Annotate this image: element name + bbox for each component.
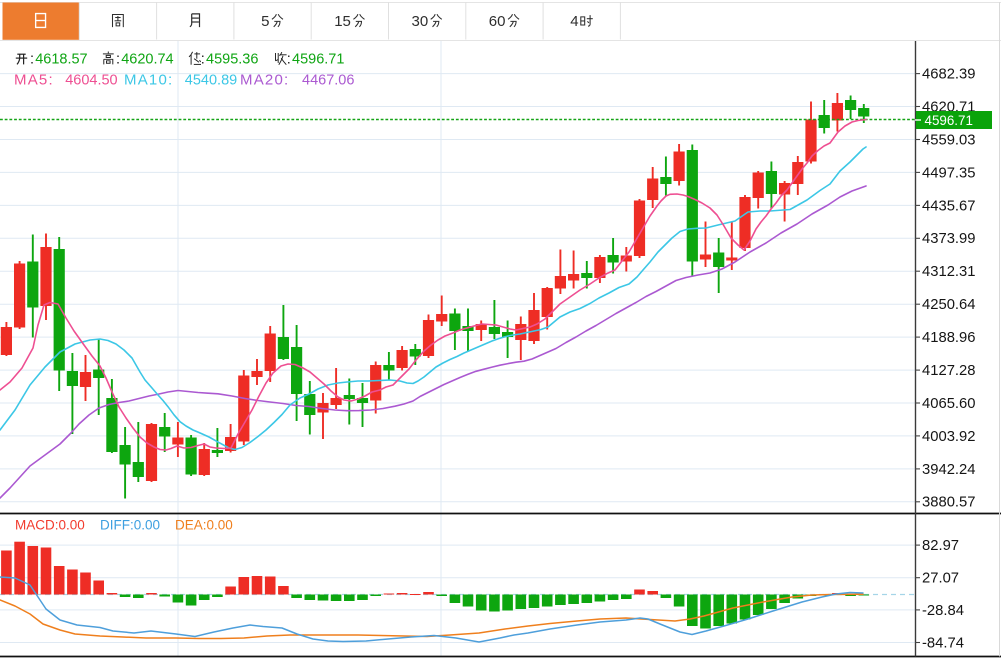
svg-text:4003.92: 4003.92 — [922, 429, 976, 445]
svg-text:4620.74: 4620.74 — [121, 52, 173, 68]
svg-text:DEA:0.00: DEA:0.00 — [175, 518, 233, 533]
svg-text:60: 60 — [489, 13, 506, 30]
svg-text::: : — [287, 52, 291, 68]
svg-text:4373.99: 4373.99 — [922, 231, 976, 247]
svg-text::: : — [116, 52, 120, 68]
svg-text:-84.74: -84.74 — [922, 635, 964, 651]
svg-text:4127.28: 4127.28 — [922, 363, 976, 379]
svg-text:MA20:: MA20: — [240, 71, 289, 88]
svg-text:MA10:: MA10: — [124, 71, 173, 88]
svg-text:4188.96: 4188.96 — [922, 330, 976, 346]
svg-text:4467.06: 4467.06 — [302, 72, 354, 88]
svg-text:4540.89: 4540.89 — [185, 72, 237, 88]
svg-text:-28.84: -28.84 — [922, 603, 964, 619]
svg-text:4065.60: 4065.60 — [922, 396, 976, 412]
svg-text:4682.39: 4682.39 — [922, 67, 976, 83]
svg-text:MACD:0.00: MACD:0.00 — [15, 518, 85, 533]
svg-text:4595.36: 4595.36 — [206, 52, 258, 68]
svg-text:82.97: 82.97 — [922, 538, 959, 554]
svg-text:4559.03: 4559.03 — [922, 132, 976, 148]
svg-text:30: 30 — [412, 13, 429, 30]
svg-text:4596.71: 4596.71 — [925, 113, 973, 128]
svg-text:4497.35: 4497.35 — [922, 165, 976, 181]
svg-text:4435.67: 4435.67 — [922, 198, 976, 214]
svg-text::: : — [201, 52, 205, 68]
svg-text:4596.71: 4596.71 — [292, 52, 344, 68]
svg-text:4604.50: 4604.50 — [65, 72, 117, 88]
svg-text:4618.57: 4618.57 — [35, 52, 87, 68]
svg-text:3942.24: 3942.24 — [922, 462, 976, 478]
svg-text:4312.31: 4312.31 — [922, 264, 976, 280]
svg-text::: : — [30, 52, 34, 68]
svg-text:4: 4 — [570, 13, 578, 30]
svg-text:4250.64: 4250.64 — [922, 297, 976, 313]
svg-text:3880.57: 3880.57 — [922, 495, 976, 511]
svg-text:MA5:: MA5: — [14, 71, 54, 88]
svg-text:DIFF:0.00: DIFF:0.00 — [100, 518, 160, 533]
svg-text:5: 5 — [261, 13, 269, 30]
svg-text:15: 15 — [334, 13, 351, 30]
svg-text:27.07: 27.07 — [922, 571, 959, 587]
